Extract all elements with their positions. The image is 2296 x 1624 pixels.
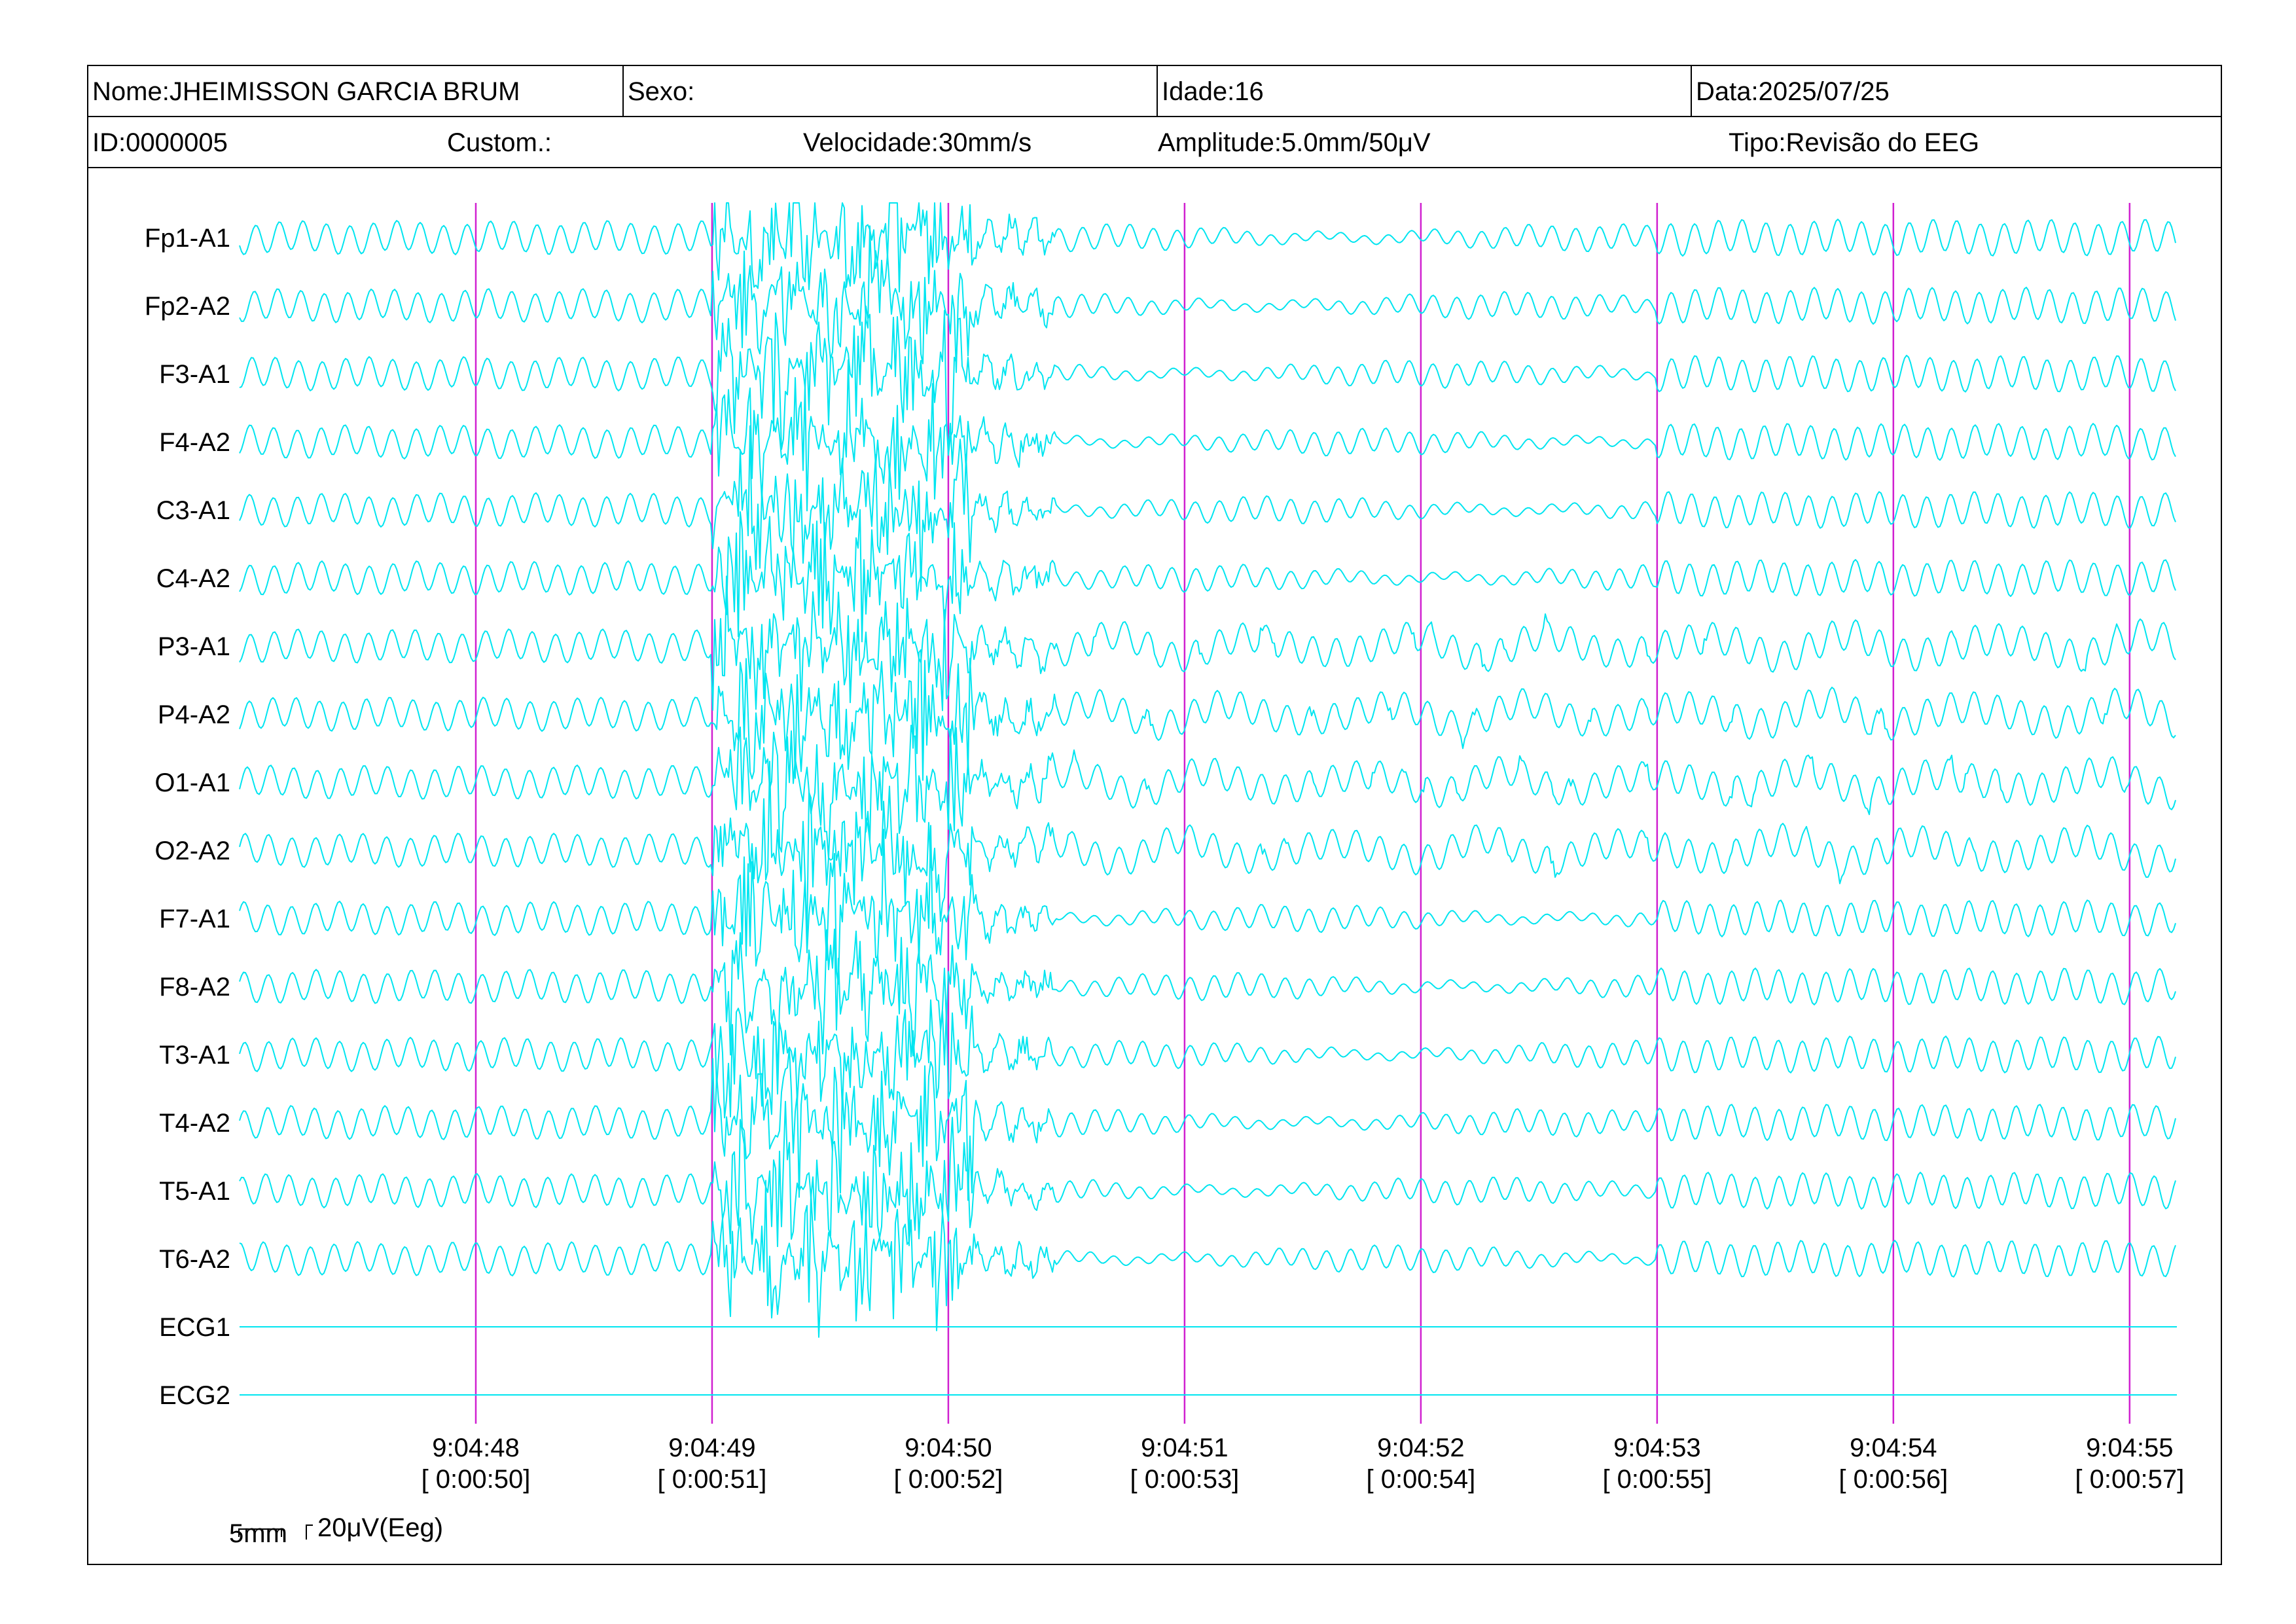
time-tick-clock: 9:04:53 — [1613, 1434, 1700, 1462]
channel-labels: Fp1-A1 Fp2-A2 F3-A1 F4-A2 C3-A1 C4-A2 P3-A1 P4-… — [145, 224, 230, 1410]
time-tick-clock: 9:04:48 — [432, 1434, 519, 1462]
channel-label: T6-A2 — [159, 1245, 230, 1274]
amplitude-scale-bar — [306, 1525, 313, 1540]
channel-label: P4-A2 — [158, 700, 230, 729]
amplitude-setting: Amplitude:5.0mm/50μV — [1158, 128, 1431, 157]
eeg-trace-c3-a1 — [239, 425, 2176, 592]
time-tick-clock: 9:04:55 — [2086, 1434, 2173, 1462]
eeg-trace-t5-a1 — [239, 1100, 2176, 1248]
channel-label: P3-A1 — [158, 632, 230, 661]
time-scale-label: 5mm — [229, 1519, 287, 1548]
eeg-trace-o1-a1 — [239, 725, 2176, 860]
patient-age: Idade:16 — [1157, 66, 1691, 116]
paper-speed: Velocidade:30mm/s — [803, 128, 1032, 157]
header-row-patient: Nome:JHEIMISSON GARCIA BRUM Sexo: Idade:… — [88, 66, 2221, 117]
channel-label: T5-A1 — [159, 1177, 230, 1206]
eeg-trace-f4-a2 — [239, 359, 2176, 512]
eeg-trace-f8-a2 — [239, 928, 2176, 1075]
time-tick-elapsed: [ 0:00:57] — [2075, 1465, 2184, 1494]
time-tick-elapsed: [ 0:00:55] — [1602, 1465, 1712, 1494]
time-axis: 9:04:48 [ 0:00:50] 9:04:49 [ 0:00:51] 9:04:5… — [422, 1434, 2185, 1494]
patient-name: Nome:JHEIMISSON GARCIA BRUM — [92, 77, 520, 106]
time-tick-elapsed: [ 0:00:53] — [1130, 1465, 1240, 1494]
channel-label: F8-A2 — [159, 973, 230, 1001]
channel-label: ECG1 — [159, 1313, 230, 1342]
time-tick-elapsed: [ 0:00:50] — [422, 1465, 531, 1494]
time-tick-clock: 9:04:49 — [668, 1434, 755, 1462]
eeg-trace-t3-a1 — [239, 999, 2176, 1119]
eeg-trace-f3-a1 — [239, 305, 2176, 456]
amplitude-scale-label: 20μV(Eeg) — [317, 1513, 443, 1542]
eeg-trace-o2-a2 — [239, 761, 2176, 936]
time-tick-clock: 9:04:51 — [1141, 1434, 1228, 1462]
eeg-trace-f7-a1 — [239, 825, 2176, 985]
channel-label: O1-A1 — [154, 768, 230, 797]
custom-field: Custom.: — [447, 128, 552, 157]
time-tick-elapsed: [ 0:00:56] — [1839, 1465, 1948, 1494]
channel-label: T4-A2 — [159, 1109, 230, 1138]
time-tick-elapsed: [ 0:00:52] — [894, 1465, 1003, 1494]
record-date: Data:2025/07/25 — [1691, 66, 2223, 116]
eeg-trace-p3-a1 — [239, 575, 2176, 712]
eeg-trace-p4-a2 — [239, 649, 2176, 781]
eeg-traces — [239, 202, 2177, 1396]
time-tick-elapsed: [ 0:00:54] — [1366, 1465, 1475, 1494]
scale-legend: 5mm 20μV(Eeg) — [229, 1513, 443, 1548]
eeg-trace-t4-a2 — [239, 1048, 2176, 1201]
channel-label: F4-A2 — [159, 428, 230, 457]
patient-sex: Sexo: — [622, 66, 1157, 116]
channel-label: Fp2-A2 — [145, 292, 230, 321]
review-type: Tipo:Revisão do EEG — [1729, 128, 1980, 157]
channel-label: F7-A1 — [159, 905, 230, 933]
channel-label: T3-A1 — [159, 1041, 230, 1070]
eeg-trace-c4-a2 — [239, 509, 2176, 643]
record-id: ID:0000005 — [92, 128, 228, 157]
channel-label: Fp1-A1 — [145, 224, 230, 253]
channel-label: O2-A2 — [154, 837, 230, 865]
eeg-trace-fp2-a2 — [239, 225, 2176, 373]
report-frame: Nome:JHEIMISSON GARCIA BRUM Sexo: Idade:… — [87, 65, 2222, 1565]
time-scale-bar — [238, 1528, 282, 1537]
channel-label: ECG2 — [159, 1381, 230, 1410]
time-tick-clock: 9:04:50 — [905, 1434, 992, 1462]
channel-label: F3-A1 — [159, 360, 230, 389]
eeg-trace-t6-a2 — [239, 1180, 2176, 1338]
time-tick-elapsed: [ 0:00:51] — [658, 1465, 767, 1494]
channel-label: C4-A2 — [156, 564, 230, 593]
channel-label: C3-A1 — [156, 496, 230, 525]
time-tick-clock: 9:04:54 — [1850, 1434, 1937, 1462]
eeg-trace-fp1-a1 — [239, 202, 2176, 293]
header-row-settings: ID:0000005 Custom.: Velocidade:30mm/s Am… — [88, 117, 2221, 168]
time-tick-clock: 9:04:52 — [1377, 1434, 1464, 1462]
